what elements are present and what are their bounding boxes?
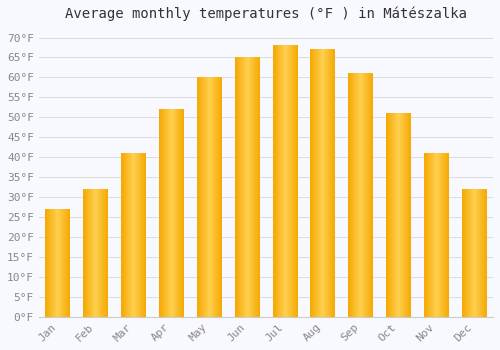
Title: Average monthly temperatures (°F ) in Mátészalka: Average monthly temperatures (°F ) in Má… bbox=[65, 7, 467, 21]
